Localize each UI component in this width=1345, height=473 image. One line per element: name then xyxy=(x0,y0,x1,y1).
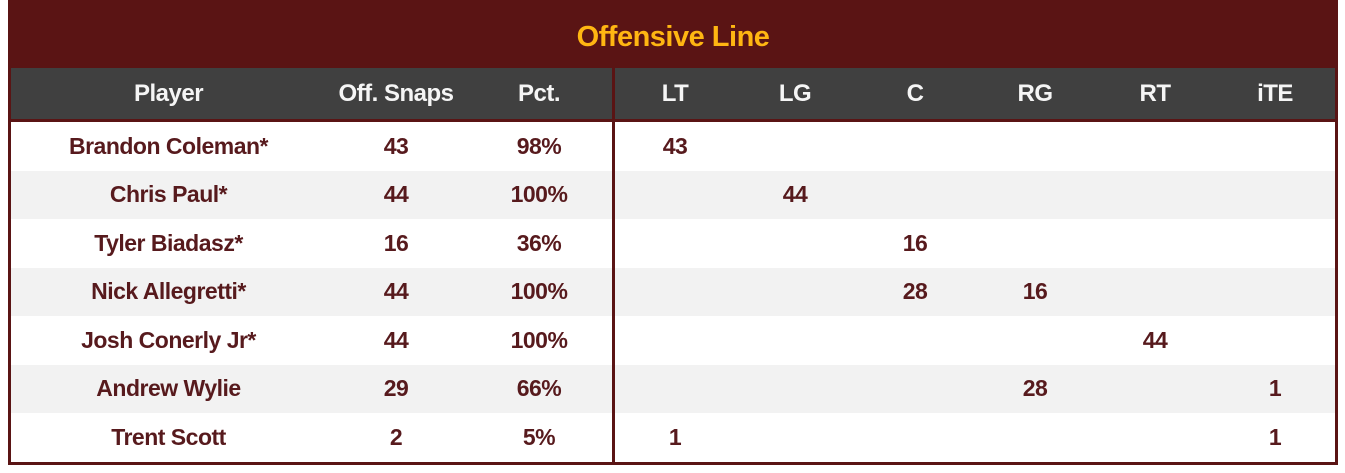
stat-cell-rg xyxy=(975,122,1095,171)
header-cell-player: Player xyxy=(133,79,204,107)
stat-cell-lg xyxy=(735,316,855,365)
stat-cell-c: 16 xyxy=(902,229,928,256)
player-name-cell: Andrew Wylie xyxy=(96,375,241,402)
stat-cell-pct: 66% xyxy=(516,375,562,402)
stat-cell-lg xyxy=(735,219,855,268)
stat-cell-off-snaps: 43 xyxy=(383,132,409,159)
stat-cell-rt: 44 xyxy=(1142,326,1168,353)
stat-cell-lg xyxy=(735,365,855,414)
stat-cell-lt xyxy=(612,170,735,219)
stat-cell-c: 28 xyxy=(902,278,928,305)
stat-cell-pct: 100% xyxy=(510,181,568,208)
stat-cell-rg: 28 xyxy=(1022,375,1048,402)
stat-cell-lt xyxy=(612,316,735,365)
stat-cell-off-snaps: 16 xyxy=(383,229,409,256)
stat-cell-rt xyxy=(1095,268,1215,317)
stat-cell-off-snaps: 29 xyxy=(383,375,409,402)
stat-cell-c xyxy=(855,171,975,220)
offensive-line-snap-count-table: Offensive Line Player Off. Snaps Pct. LT LG C… xyxy=(8,0,1338,465)
player-name-cell: Tyler Biadasz* xyxy=(94,229,243,256)
stat-cell-pct: 5% xyxy=(522,423,556,450)
player-row: Tyler Biadasz* 16 36% 16 xyxy=(11,219,1335,268)
stat-cell-pct: 100% xyxy=(510,278,568,305)
stat-cell-off-snaps: 44 xyxy=(383,326,409,353)
stat-cell-pct: 98% xyxy=(516,132,562,159)
header-cell-off-snaps: Off. Snaps xyxy=(338,79,454,107)
header-cell-pct: Pct. xyxy=(517,79,561,107)
stat-cell-pct: 100% xyxy=(510,326,568,353)
stat-cell-ite xyxy=(1215,268,1335,317)
stat-cell-c xyxy=(855,122,975,171)
table-body: Brandon Coleman* 43 98% 43 Chris Paul* 44 100%… xyxy=(11,122,1335,462)
stat-cell-rt xyxy=(1095,365,1215,414)
stat-cell-lt xyxy=(612,267,735,316)
stat-cell-pct: 36% xyxy=(516,229,562,256)
header-cell-c: C xyxy=(906,79,924,107)
stat-cell-lt xyxy=(612,219,735,268)
stat-cell-rt xyxy=(1095,171,1215,220)
header-cell-lt: LT xyxy=(612,68,735,119)
stat-cell-lg xyxy=(735,413,855,462)
player-row: Brandon Coleman* 43 98% 43 xyxy=(11,122,1335,171)
stat-cell-rg xyxy=(975,413,1095,462)
stat-cell-ite xyxy=(1215,219,1335,268)
stat-cell-ite xyxy=(1215,171,1335,220)
header-cell-ite: iTE xyxy=(1257,79,1293,107)
stat-cell-rt xyxy=(1095,122,1215,171)
stat-cell-c xyxy=(855,413,975,462)
stat-cell-off-snaps: 44 xyxy=(383,181,409,208)
table-header-row: Player Off. Snaps Pct. LT LG C RG RT iTE xyxy=(11,68,1335,122)
stat-cell-lt xyxy=(612,364,735,413)
player-row: Chris Paul* 44 100% 44 xyxy=(11,170,1335,220)
stat-cell-lg: 44 xyxy=(782,181,808,208)
stat-cell-c xyxy=(855,365,975,414)
player-name-cell: Trent Scott xyxy=(111,423,226,450)
player-row: Trent Scott 2 5% 1 1 xyxy=(11,413,1335,462)
stat-cell-ite xyxy=(1215,122,1335,171)
stat-cell-ite: 1 xyxy=(1268,423,1282,450)
stat-cell-off-snaps: 44 xyxy=(383,278,409,305)
header-cell-lg: LG xyxy=(778,79,812,107)
header-cell-rt: RT xyxy=(1139,79,1172,107)
stat-cell-ite xyxy=(1215,316,1335,365)
table-title: Offensive Line xyxy=(576,21,770,53)
stat-cell-ite: 1 xyxy=(1268,375,1282,402)
player-name-cell: Josh Conerly Jr* xyxy=(81,326,256,353)
stat-cell-rt xyxy=(1095,413,1215,462)
stat-cell-rg xyxy=(975,171,1095,220)
header-cell-rg: RG xyxy=(1017,79,1054,107)
stat-cell-c xyxy=(855,316,975,365)
stat-cell-rg xyxy=(975,316,1095,365)
player-row: Josh Conerly Jr* 44 100% 44 xyxy=(11,316,1335,365)
stat-cell-lt: 1 xyxy=(612,413,735,462)
player-row: Andrew Wylie 29 66% 28 1 xyxy=(11,364,1335,414)
player-name-cell: Nick Allegretti* xyxy=(91,278,246,305)
stat-cell-lg xyxy=(735,122,855,171)
table-title-bar: Offensive Line xyxy=(11,0,1335,68)
stat-cell-lg xyxy=(735,268,855,317)
stat-cell-lt: 43 xyxy=(612,122,735,171)
player-name-cell: Brandon Coleman* xyxy=(68,132,269,159)
stat-cell-rt xyxy=(1095,219,1215,268)
stat-cell-rg: 16 xyxy=(1022,278,1048,305)
player-row: Nick Allegretti* 44 100% 28 16 xyxy=(11,267,1335,317)
stat-cell-off-snaps: 2 xyxy=(389,423,403,450)
player-name-cell: Chris Paul* xyxy=(109,181,228,208)
stat-cell-rg xyxy=(975,219,1095,268)
